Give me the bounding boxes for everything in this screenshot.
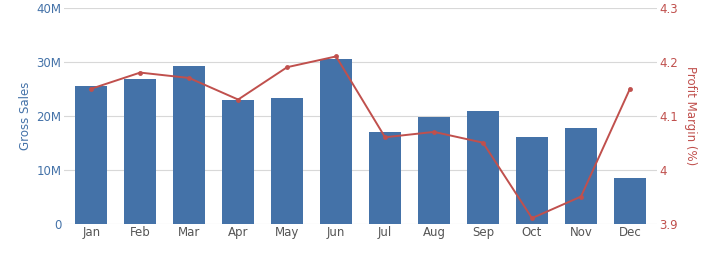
Bar: [75, 86, 107, 224]
Bar: [222, 100, 254, 224]
Bar: [369, 132, 401, 224]
Bar: [320, 59, 352, 224]
Bar: [565, 128, 597, 224]
Bar: [516, 137, 548, 224]
Bar: [174, 66, 205, 224]
Bar: [271, 98, 303, 224]
Bar: [467, 111, 499, 224]
Y-axis label: Gross Sales: Gross Sales: [19, 82, 32, 150]
Bar: [614, 178, 646, 224]
Y-axis label: Profit Margin (%): Profit Margin (%): [684, 66, 697, 165]
Bar: [124, 79, 156, 224]
Bar: [418, 117, 450, 224]
